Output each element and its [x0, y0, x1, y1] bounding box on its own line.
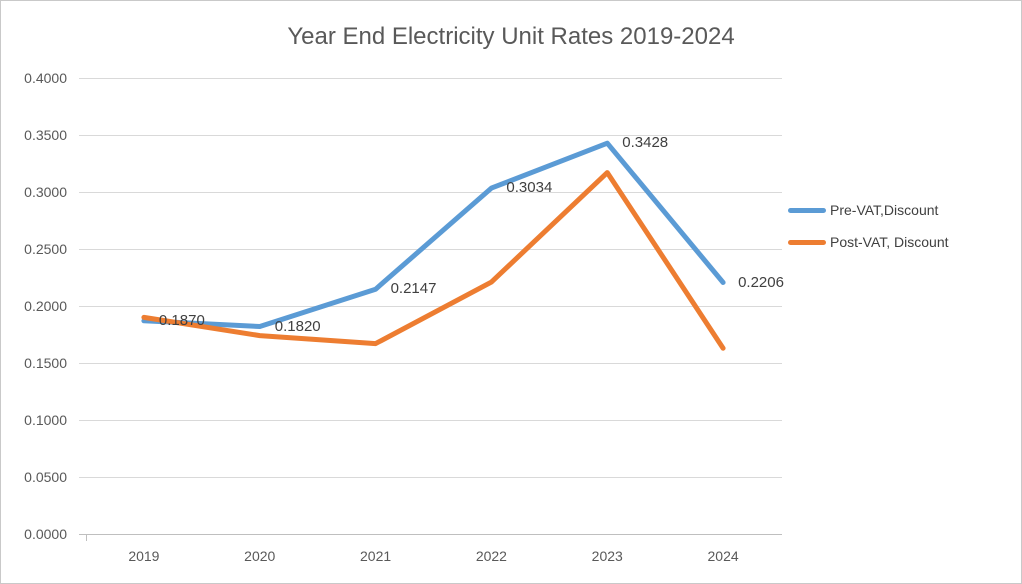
- legend-item-1: Post-VAT, Discount: [788, 231, 949, 253]
- legend: Pre-VAT,Discount Post-VAT, Discount: [788, 199, 949, 253]
- legend-line-swatch: [788, 207, 826, 213]
- legend-item-0: Pre-VAT,Discount: [788, 199, 949, 221]
- legend-label: Post-VAT, Discount: [830, 234, 949, 250]
- chart-title: Year End Electricity Unit Rates 2019-202…: [287, 23, 735, 50]
- legend-label: Pre-VAT,Discount: [830, 202, 939, 218]
- series-line-0: [141, 140, 726, 329]
- legend-line-swatch: [788, 239, 826, 245]
- series-line-1: [141, 170, 726, 351]
